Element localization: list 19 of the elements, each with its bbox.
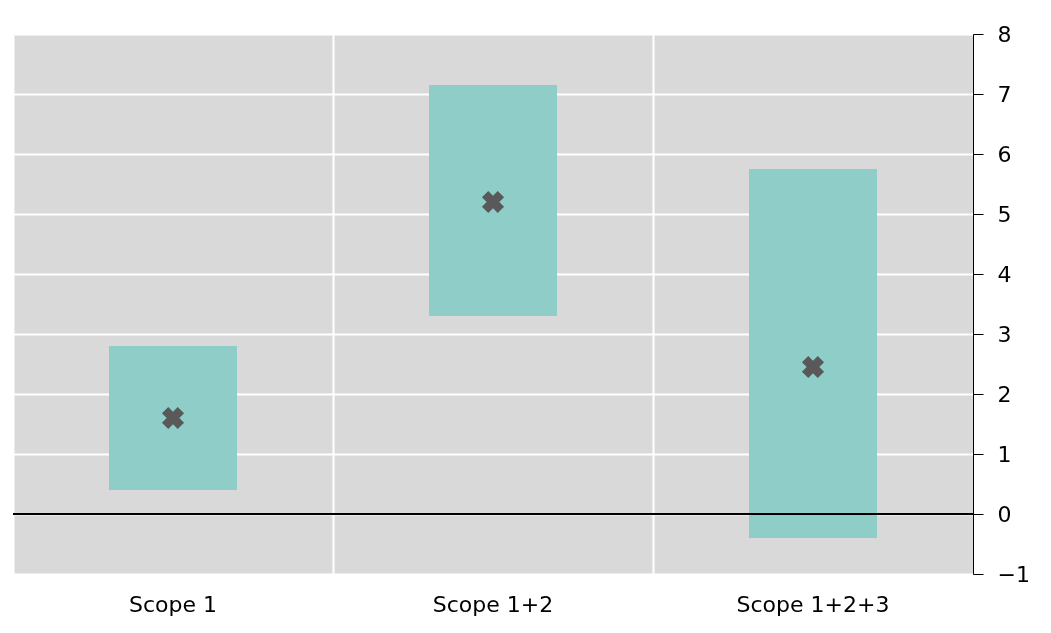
point bbox=[801, 355, 825, 379]
y-tick-label: −1 bbox=[997, 561, 1030, 587]
y-tick-label: 8 bbox=[997, 21, 1012, 47]
bar bbox=[429, 85, 557, 316]
bar bbox=[109, 346, 237, 490]
x-tick-label: Scope 1 bbox=[128, 591, 218, 617]
x-tick-label: Scope 1+2 bbox=[432, 591, 554, 617]
y-tick-label: 7 bbox=[997, 81, 1012, 107]
x-tick-label: Scope 1+2+3 bbox=[736, 591, 890, 617]
y-tick-label: 2 bbox=[997, 381, 1012, 407]
y-tick-label: 6 bbox=[997, 141, 1012, 167]
bar bbox=[749, 169, 877, 538]
y-tick-label: 5 bbox=[997, 201, 1012, 227]
y-tick-label: 3 bbox=[997, 321, 1012, 347]
point bbox=[161, 406, 185, 430]
y-tick-label: 1 bbox=[997, 441, 1012, 467]
y-tick-label: 4 bbox=[997, 261, 1012, 287]
point bbox=[481, 190, 505, 214]
y-tick-label: 0 bbox=[997, 501, 1012, 527]
